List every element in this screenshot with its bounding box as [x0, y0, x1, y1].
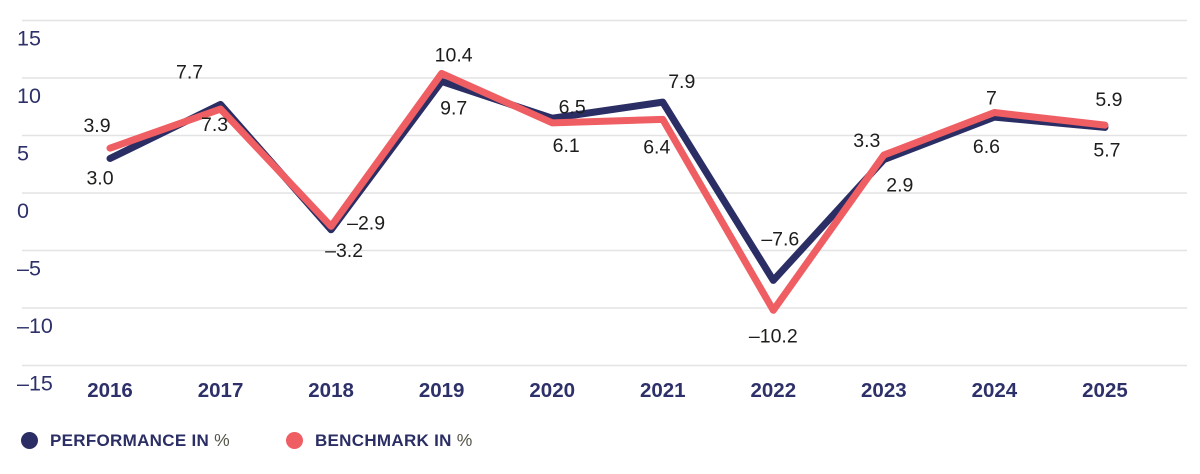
point-label: 6.5: [559, 96, 586, 118]
line-chart: 15 10 5 0 –5 –10 –15 2016 2017 2018 2019 2020 2021 20…: [17, 19, 1187, 402]
legend-label-performance: PERFORMANCE IN%: [50, 430, 230, 451]
point-label: 7: [986, 88, 997, 110]
point-label: 5.9: [1095, 89, 1122, 111]
x-tick-label: 2019: [419, 379, 465, 402]
point-label: 7.3: [201, 114, 228, 136]
y-tick-label: 0: [17, 199, 29, 223]
point-label: 5.7: [1093, 139, 1120, 161]
x-tick-label: 2016: [87, 379, 133, 402]
y-tick-label: –15: [17, 372, 53, 396]
point-label: 7.9: [668, 71, 695, 93]
y-tick-label: 10: [17, 84, 41, 108]
chart-legend: PERFORMANCE IN% BENCHMARK IN%: [0, 428, 1200, 452]
y-tick-label: 15: [17, 27, 41, 51]
point-label: 3.0: [86, 168, 113, 190]
point-label: 9.7: [440, 97, 467, 119]
x-tick-label: 2022: [750, 379, 796, 402]
legend-item-performance: PERFORMANCE IN%: [21, 430, 230, 451]
benchmark-dot-icon: [285, 431, 303, 449]
y-tick-label: –10: [17, 314, 53, 338]
point-label: 6.1: [553, 135, 580, 157]
point-label: –3.2: [325, 240, 363, 262]
performance-dot-icon: [21, 431, 38, 449]
legend-text: BENCHMARK IN: [314, 430, 452, 450]
y-tick-label: –5: [17, 257, 41, 281]
point-label: 3.3: [853, 130, 880, 152]
point-label: –2.9: [347, 212, 385, 234]
x-tick-label: 2025: [1082, 379, 1128, 402]
point-label: –10.2: [749, 325, 798, 347]
y-tick-label: 5: [17, 142, 29, 166]
legend-item-benchmark: BENCHMARK IN%: [285, 430, 473, 451]
x-tick-label: 2017: [198, 379, 244, 402]
point-label: 10.4: [435, 44, 473, 66]
x-tick-label: 2020: [529, 379, 575, 402]
point-label: 3.9: [83, 115, 110, 137]
x-tick-label: 2018: [308, 379, 354, 402]
x-tick-label: 2024: [972, 379, 1018, 402]
percent-sign: %: [456, 429, 473, 450]
point-label: –7.6: [761, 228, 799, 250]
x-tick-label: 2021: [640, 379, 686, 402]
point-label: 7.7: [176, 61, 203, 83]
percent-sign: %: [214, 429, 230, 450]
point-label: 6.4: [643, 136, 670, 158]
point-label: 2.9: [886, 175, 913, 197]
point-label: 6.6: [973, 136, 1000, 158]
legend-text: PERFORMANCE IN: [50, 430, 210, 450]
series-line: [106, 69, 1109, 314]
legend-label-benchmark: BENCHMARK IN%: [315, 430, 473, 451]
chart-canvas: 15 10 5 0 –5 –10 –15 2016 2017 2018 2019 2020 2021 20…: [17, 19, 1187, 402]
x-tick-label: 2023: [861, 379, 907, 402]
